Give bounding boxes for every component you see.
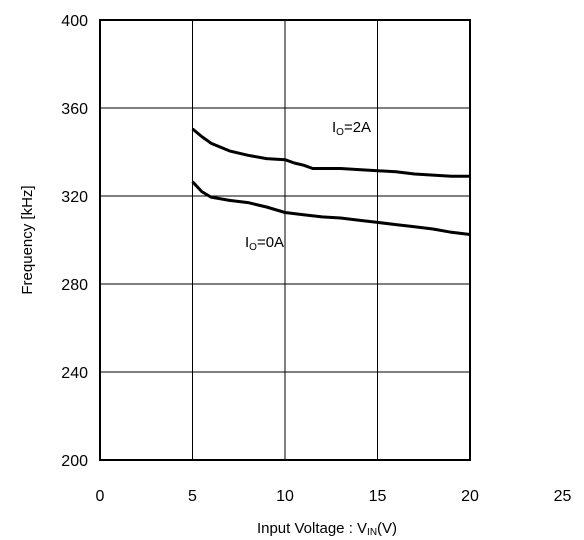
y-tick-label-400: 400 xyxy=(61,13,88,30)
y-tick-label-200: 200 xyxy=(61,453,88,470)
series-label-io-0a: IO=0A xyxy=(245,234,284,253)
series-line-io-2a xyxy=(191,127,470,178)
x-axis-label-main: Input Voltage : V xyxy=(257,520,367,537)
x-tick-label-15: 15 xyxy=(369,488,387,505)
y-tick-label-320: 320 xyxy=(61,189,88,206)
x-axis-label: Input Voltage : VIN(V) xyxy=(257,520,397,538)
series-label-io-2a-tail: =2A xyxy=(344,119,371,136)
series-label-io-0a-tail: =0A xyxy=(257,234,284,251)
plot-frame xyxy=(99,19,471,461)
y-tick-labels: 200 240 280 320 360 400 xyxy=(61,13,88,470)
series-label-io-2a-main: I xyxy=(332,119,336,136)
x-tick-label-20: 20 xyxy=(461,488,479,505)
x-axis-label-tail: (V) xyxy=(377,520,397,537)
y-tick-label-240: 240 xyxy=(61,365,88,382)
series-label-io-0a-main: I xyxy=(245,234,249,251)
x-axis-label-sub: IN xyxy=(367,527,377,538)
series-group xyxy=(191,127,471,236)
x-tick-label-0: 0 xyxy=(96,488,105,505)
x-tick-label-10: 10 xyxy=(276,488,294,505)
y-tick-label-360: 360 xyxy=(61,101,88,118)
x-tick-labels: 0 5 10 15 20 25 xyxy=(96,488,572,505)
x-tick-label-25: 25 xyxy=(554,488,572,505)
x-tick-label-5: 5 xyxy=(188,488,197,505)
series-label-io-2a: IO=2A xyxy=(332,119,371,138)
y-axis-label: Frequency [kHz] xyxy=(19,185,36,294)
y-tick-label-280: 280 xyxy=(61,277,88,294)
grid xyxy=(100,20,470,460)
series-line-io-0a xyxy=(191,180,471,236)
series-label-io-0a-sub: O xyxy=(249,242,257,253)
series-label-io-2a-sub: O xyxy=(336,127,344,138)
